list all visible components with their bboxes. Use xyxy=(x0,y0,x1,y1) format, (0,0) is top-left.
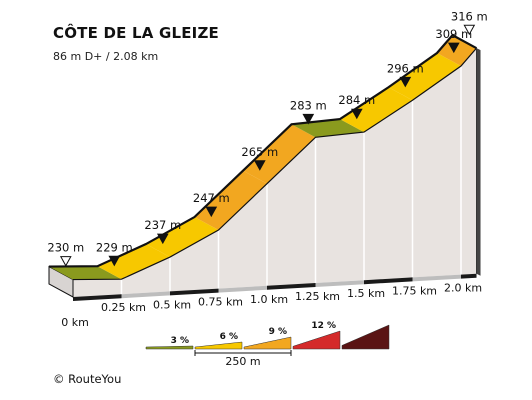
x-tick-label: 1.25 km xyxy=(295,290,340,303)
x-tick-label: 2.0 km xyxy=(444,282,482,295)
profile-end-cap xyxy=(476,48,481,276)
open-marker-icon xyxy=(463,24,476,36)
baseline-band-segment xyxy=(121,291,170,299)
profile-surface-segment xyxy=(340,87,413,133)
copyright-notice: © RouteYou xyxy=(53,372,122,386)
legend-label: 3 % xyxy=(171,336,189,346)
baseline-band-segment xyxy=(364,277,413,285)
filled-marker-icon xyxy=(399,76,412,88)
legend-swatch xyxy=(341,324,390,350)
chart-subtitle: 86 m D+ / 2.08 km xyxy=(53,50,159,63)
profile-surface-segment xyxy=(291,119,364,138)
filled-marker-icon xyxy=(108,255,121,267)
elevation-label: 229 m xyxy=(96,240,133,254)
filled-marker-icon xyxy=(156,233,169,245)
x-tick-label: 1.0 km xyxy=(250,293,288,306)
elevation-label: 309 m xyxy=(435,27,472,41)
profile-surface-segment xyxy=(97,244,170,280)
legend-label: 12 % xyxy=(311,321,336,331)
x-tick-label: 0.75 km xyxy=(198,296,243,309)
elevation-label: 247 m xyxy=(193,191,230,205)
profile-side-wall xyxy=(73,48,477,297)
elevation-label: 237 m xyxy=(144,218,181,232)
x-tick-label: 0.5 km xyxy=(153,298,191,311)
baseline-band-segment xyxy=(218,285,267,293)
filled-marker-icon xyxy=(205,206,218,218)
legend-swatch xyxy=(292,330,341,350)
filled-marker-icon xyxy=(447,42,460,54)
x-tick-label: 0 km xyxy=(61,316,89,329)
profile-start-slab xyxy=(48,265,74,298)
elevation-label: 284 m xyxy=(338,93,375,107)
baseline-band-segment xyxy=(73,294,122,301)
legend-swatch xyxy=(243,336,292,350)
scale-label: 250 m xyxy=(225,355,260,368)
elevation-label: 296 m xyxy=(387,61,424,75)
legend-swatch xyxy=(194,341,243,350)
x-tick-label: 0.25 km xyxy=(101,301,146,314)
profile-front-edge xyxy=(72,47,477,281)
elevation-label: 316 m xyxy=(451,9,488,23)
baseline-band-segment xyxy=(412,274,461,282)
profile-surface-segment xyxy=(146,217,219,258)
baseline-band-segment xyxy=(267,283,316,290)
baseline-band-segment xyxy=(461,273,477,279)
elevation-label: 265 m xyxy=(241,145,278,159)
filled-marker-icon xyxy=(253,160,266,171)
legend-label: 6 % xyxy=(220,332,238,342)
open-marker-icon xyxy=(59,256,72,267)
x-tick-label: 1.5 km xyxy=(347,287,385,300)
legend-swatch xyxy=(145,345,194,350)
filled-marker-icon xyxy=(350,108,363,120)
legend-label: 9 % xyxy=(269,327,287,337)
baseline-band-segment xyxy=(315,280,364,287)
profile-surface-segment xyxy=(194,170,267,231)
elevation-label: 283 m xyxy=(290,98,327,112)
chart-title: CÔTE DE LA GLEIZE xyxy=(53,24,219,42)
profile-surface-segment xyxy=(388,53,461,101)
x-tick-label: 1.75 km xyxy=(392,284,437,297)
profile-surface-segment xyxy=(243,124,316,184)
profile-surface-segment xyxy=(49,266,122,280)
filled-marker-icon xyxy=(302,113,315,125)
profile-back-edge xyxy=(48,33,478,268)
elevation-label: 230 m xyxy=(47,241,84,255)
baseline-band-segment xyxy=(170,288,219,296)
